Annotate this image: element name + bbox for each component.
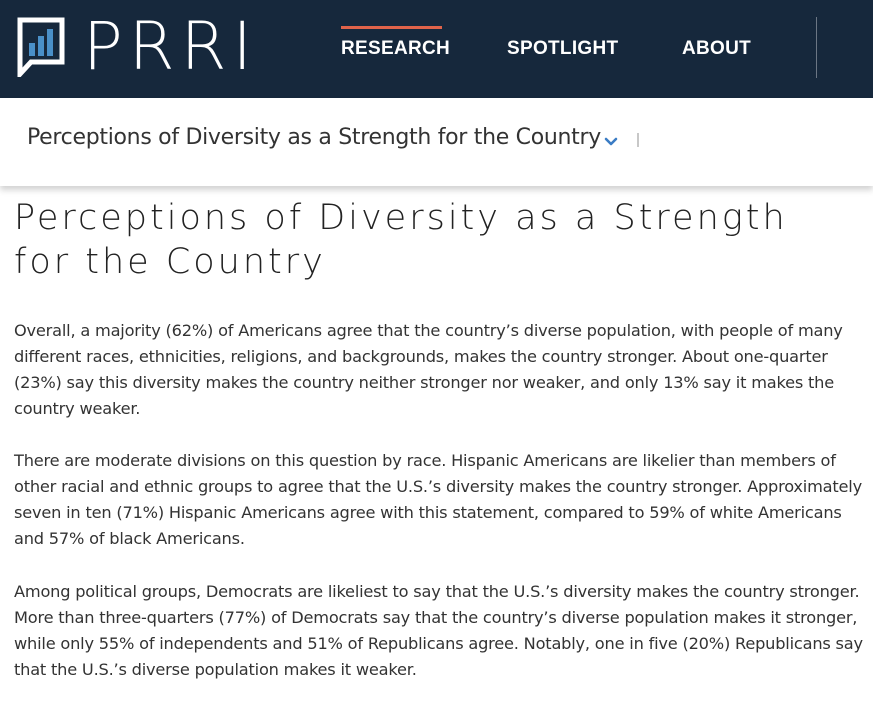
nav-about[interactable]: ABOUT xyxy=(682,38,752,59)
active-nav-indicator xyxy=(341,26,442,29)
section-bar-divider xyxy=(637,133,639,147)
nav-divider xyxy=(816,17,817,78)
bar-chart-logo-icon xyxy=(17,17,65,77)
logo-wordmark: PRRI xyxy=(83,8,258,85)
nav-spotlight[interactable]: SPOTLIGHT xyxy=(507,38,619,59)
article-paragraph: There are moderate divisions on this que… xyxy=(14,451,862,548)
page-title: Perceptions of Diversity as a Strength f… xyxy=(14,198,788,282)
section-title-dropdown[interactable]: Perceptions of Diversity as a Strength f… xyxy=(27,125,601,150)
article-paragraph: Overall, a majority (62%) of Americans a… xyxy=(14,321,843,418)
nav-research[interactable]: RESEARCH xyxy=(341,38,451,59)
section-bar: Perceptions of Diversity as a Strength f… xyxy=(0,98,873,186)
site-header: PRRI RESEARCH SPOTLIGHT ABOUT xyxy=(0,0,873,98)
chevron-down-icon[interactable] xyxy=(604,137,618,147)
article-paragraph: Among political groups, Democrats are li… xyxy=(14,582,863,679)
prri-logo[interactable]: PRRI xyxy=(17,9,277,85)
